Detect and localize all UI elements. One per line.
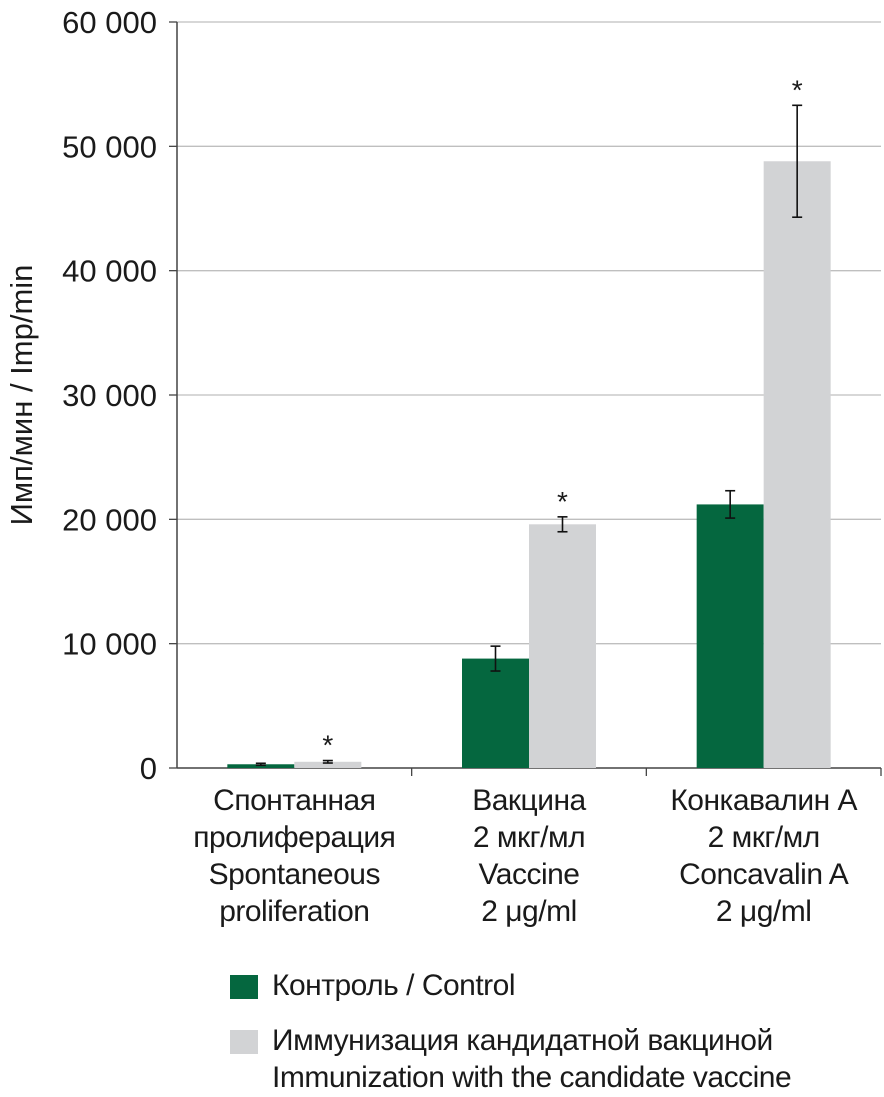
y-tick-label: 60 000 — [62, 5, 157, 40]
x-category-label: Спонтанная пролиферация Spontaneous prolife… — [174, 782, 414, 930]
y-tick-label: 40 000 — [62, 254, 157, 289]
x-category-label-line: Spontaneous — [208, 858, 381, 891]
x-category-label-line: Вакцина — [472, 784, 586, 817]
legend-label: Иммунизация кандидатной вакциной — [272, 1024, 773, 1057]
bar — [462, 658, 529, 768]
x-category-label-line: Concavalin A — [679, 858, 849, 891]
bar — [763, 161, 831, 769]
x-category-label-line: 2 мкг/мл — [707, 821, 821, 854]
bar — [696, 504, 764, 768]
legend-swatch — [230, 1030, 258, 1054]
legend-swatch — [230, 975, 258, 999]
significance-marker: * — [322, 730, 333, 761]
x-category-label-line: Конкавалин А — [670, 784, 857, 817]
bar — [294, 761, 362, 768]
significance-marker: * — [557, 486, 568, 517]
x-category-label-line: Vaccine — [478, 858, 580, 891]
x-category-label-line: пролиферация — [193, 821, 396, 854]
legend-label: Immunization with the candidate vaccine — [272, 1061, 792, 1094]
x-category-label: Вакцина 2 мкг/мл Vaccine 2 μg/ml — [409, 782, 649, 930]
y-tick-label: 10 000 — [62, 627, 157, 662]
bar — [529, 524, 596, 768]
x-category-label-line: Спонтанная — [213, 784, 376, 817]
y-axis-label: Имп/мин / Imp/min — [4, 265, 39, 526]
bar-chart: 0 10 000 20 000 30 000 40 000 50 000 60 000 Имп… — [4, 5, 882, 780]
y-tick-label: 20 000 — [62, 502, 157, 537]
legend-label: Контроль / Control — [272, 969, 516, 1002]
significance-marker: * — [792, 74, 803, 105]
x-category-label-line: 2 μg/ml — [715, 895, 812, 928]
y-tick-label: 50 000 — [62, 129, 157, 164]
x-category-label-line: 2 мкг/мл — [472, 821, 586, 854]
x-category-label-line: proliferation — [219, 895, 370, 928]
x-category-label: Конкавалин А 2 мкг/мл Concavalin A 2 μg/ml — [644, 782, 884, 930]
bar — [227, 764, 295, 768]
x-category-label-line: 2 μg/ml — [481, 895, 577, 928]
y-tick-label: 0 — [140, 751, 157, 780]
y-tick-label: 30 000 — [62, 378, 157, 413]
